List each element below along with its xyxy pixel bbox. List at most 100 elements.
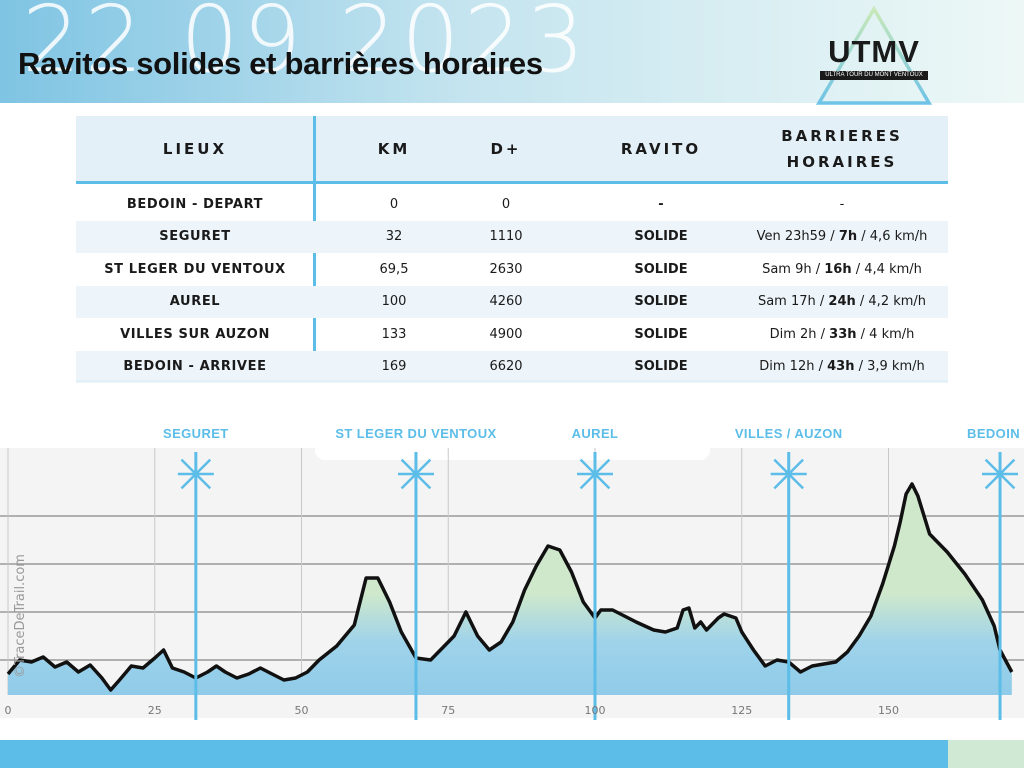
checkpoint-marker: SEGURET — [163, 426, 229, 720]
table-row: BEDOIN - ARRIVEE 169 6620 SOLIDE Dim 12h / 4… — [76, 350, 948, 384]
page-title: Ravitos solides et barrières horaires — [18, 46, 543, 81]
checkpoint-marker: VILLES / AUZON — [735, 426, 843, 720]
barriere-time: Dim 2h / — [769, 326, 830, 342]
cell-ravito: SOLIDE — [634, 261, 688, 277]
barriere-time: Sam 9h / — [762, 261, 825, 277]
barriere-speed: / 4 km/h — [856, 326, 915, 342]
trace-credit: ©TraceDeTrail.com — [13, 554, 28, 678]
barriere-time: Sam 17h / — [757, 294, 829, 310]
checkpoint-label: AUREL — [572, 426, 619, 441]
header-barrieres: BARRIERES HORAIRES — [736, 116, 948, 181]
table-row: AUREL 100 4260 SOLIDE Sam 17h / 24h / 4,2 km… — [76, 285, 948, 319]
cell-ravito: SOLIDE — [634, 326, 688, 342]
x-tick-label: 125 — [731, 704, 752, 717]
elevation-line — [6, 482, 1014, 692]
header-barrieres-line2: HORAIRES — [786, 152, 898, 171]
cell-km: 69,5 — [379, 261, 409, 277]
barriere-elapsed: 43h — [827, 359, 855, 375]
cell-dplus: 6620 — [489, 359, 523, 375]
cell-ravito: SOLIDE — [634, 359, 688, 375]
cell-ravito: SOLIDE — [634, 294, 688, 310]
logo-triangle-icon — [815, 6, 933, 105]
header-band — [0, 0, 1024, 103]
cell-km: 169 — [381, 359, 407, 375]
table-row: VILLES SUR AUZON 133 4900 SOLIDE Dim 2h / 33… — [76, 318, 948, 351]
barriere-time: Ven 23h59 / — [756, 229, 839, 245]
checkpoint-star-icon — [770, 458, 807, 490]
barriere-elapsed: 16h — [824, 261, 852, 277]
logo-text: UTMV — [828, 34, 920, 69]
table-header-row: LIEUX KM D+ RAVITO BARRIERES HORAIRES — [76, 116, 948, 181]
cell-dplus: 4260 — [489, 294, 523, 310]
table-row: ST LEGER DU VENTOUX 69,5 2630 SOLIDE Sam 9h … — [76, 253, 948, 286]
x-tick-label: 25 — [148, 704, 162, 717]
cell-dplus: 0 — [501, 196, 511, 212]
cell-lieu: BEDOIN - ARRIVEE — [123, 359, 267, 375]
barriere-speed: / 3,9 km/h — [854, 359, 925, 375]
cell-ravito: SOLIDE — [634, 229, 688, 245]
checkpoint-star-icon — [982, 458, 1019, 490]
cell-barriere: Dim 2h / 33h / 4 km/h — [736, 318, 948, 351]
logo-subtitle: ULTRA TOUR DU MONT VENTOUX — [820, 71, 928, 80]
barriere-time: Dim 12h / — [759, 359, 828, 375]
checkpoint-label: BEDOIN — [967, 426, 1020, 441]
x-axis-ticks: 0 25 50 75 100 125 150 — [5, 704, 900, 717]
cell-lieu: AUREL — [169, 294, 221, 310]
cell-barriere: - — [736, 188, 948, 221]
barriere-speed: / 4,4 km/h — [851, 261, 922, 277]
cell-km: 32 — [385, 229, 403, 245]
checkpoint-label: VILLES / AUZON — [735, 426, 843, 441]
utmv-logo: UTMV ULTRA TOUR DU MONT VENTOUX — [812, 6, 942, 106]
checkpoint-label: SEGURET — [163, 426, 229, 441]
cell-barriere: Sam 9h / 16h / 4,4 km/h — [736, 253, 948, 286]
table-row: BEDOIN - DEPART 0 0 - - — [76, 188, 948, 221]
barriere-speed: / 4,2 km/h — [855, 294, 927, 310]
cell-lieu: VILLES SUR AUZON — [120, 326, 270, 342]
barriere-time: - — [839, 196, 845, 212]
cell-lieu: ST LEGER DU VENTOUX — [104, 261, 286, 277]
header-km: KM — [377, 139, 411, 158]
cell-dplus: 2630 — [489, 261, 523, 277]
header-divider — [76, 181, 948, 184]
x-tick-label: 150 — [878, 704, 899, 717]
barriere-speed: / 4,6 km/h — [857, 229, 928, 245]
cell-barriere: Dim 12h / 43h / 3,9 km/h — [736, 351, 948, 384]
table-row: SEGURET 32 1110 SOLIDE Ven 23h59 / 7h / 4,6 … — [76, 220, 948, 254]
elevation-area — [8, 484, 1012, 695]
footer-band — [0, 740, 948, 768]
cell-ravito: - — [658, 196, 664, 212]
checkpoint-marker: AUREL — [572, 426, 619, 720]
label-backdrop — [315, 440, 710, 460]
header-barrieres-line1: BARRIERES — [781, 126, 903, 145]
header-lieux: LIEUX — [162, 139, 228, 158]
checkpoint-label: ST LEGER DU VENTOUX — [335, 426, 496, 441]
header-dplus: D+ — [490, 139, 522, 158]
date-watermark: 22 09 2023 — [22, 0, 589, 93]
x-tick-label: 75 — [441, 704, 455, 717]
checkpoint-marker: BEDOIN — [967, 426, 1020, 720]
checkpoint-marker: ST LEGER DU VENTOUX — [335, 426, 496, 720]
cell-km: 133 — [381, 326, 407, 342]
checkpoint-star-icon — [177, 458, 214, 490]
footer-accent — [948, 740, 1024, 768]
checkpoint-markers: SEGURET ST LEGER DU VENTOUX AUREL VILLES / … — [163, 426, 1020, 720]
cell-dplus: 1110 — [489, 229, 523, 245]
checkpoint-star-icon — [577, 458, 613, 490]
checkpoints-table: LIEUX KM D+ RAVITO BARRIERES HORAIRES BE… — [76, 116, 948, 384]
x-tick-label: 100 — [585, 704, 606, 717]
barriere-elapsed: 24h — [828, 294, 856, 310]
cell-barriere: Sam 17h / 24h / 4,2 km/h — [736, 286, 948, 319]
cell-km: 100 — [381, 294, 407, 310]
cell-lieu: SEGURET — [159, 229, 231, 245]
x-tick-label: 50 — [295, 704, 309, 717]
cell-lieu: BEDOIN - DEPART — [126, 196, 264, 212]
cell-km: 0 — [389, 196, 399, 212]
checkpoint-star-icon — [397, 458, 434, 490]
header-ravito: RAVITO — [620, 139, 702, 158]
cell-barriere: Ven 23h59 / 7h / 4,6 km/h — [736, 221, 948, 254]
table-bottom-border — [76, 380, 948, 382]
barriere-elapsed: 7h — [838, 229, 858, 245]
elevation-profile: SEGURET ST LEGER DU VENTOUX AUREL VILLES / … — [0, 426, 1024, 720]
cell-dplus: 4900 — [489, 326, 523, 342]
barriere-elapsed: 33h — [829, 326, 857, 342]
